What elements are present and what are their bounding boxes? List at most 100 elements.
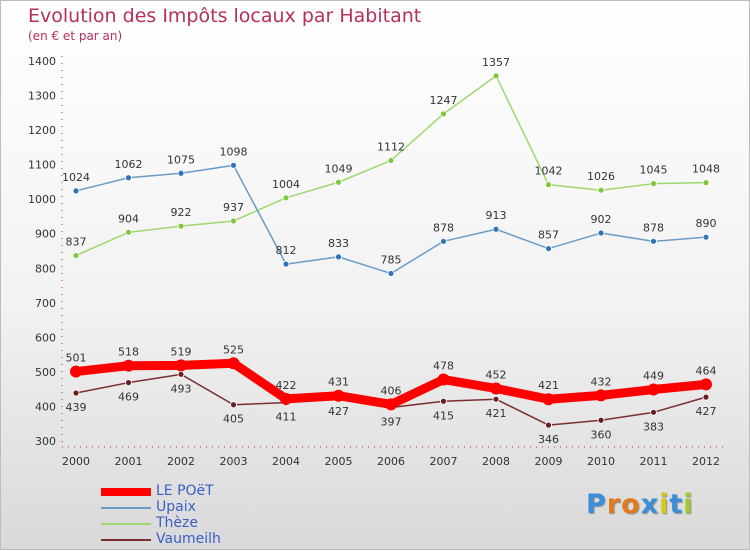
legend-swatch [101,539,151,541]
data-label: 1045 [640,164,668,177]
data-point [385,398,397,411]
x-tick-label: 2012 [692,455,720,468]
data-label: 1098 [220,145,248,158]
legend-swatch [101,523,151,525]
data-label: 422 [276,379,297,392]
y-tick-label: 1000 [28,193,56,206]
data-label: 922 [171,206,192,219]
data-label: 415 [433,409,454,422]
data-label: 383 [643,420,664,433]
y-tick-label: 300 [35,435,56,448]
x-tick-label: 2008 [482,455,510,468]
data-label: 360 [591,428,612,441]
axes: 300 400 500 600 700 800 900 1000 1100 1200 1300 140… [28,55,723,468]
data-point [492,225,500,233]
data-label: 427 [328,405,349,418]
logo-letter: i [683,489,694,520]
data-point [230,217,237,225]
data-label: 937 [223,201,244,214]
data-point [177,222,185,230]
data-label: 449 [643,370,664,383]
data-point [122,359,135,372]
x-tick-label: 2000 [62,455,90,468]
data-point [335,178,342,186]
data-label: 890 [696,217,717,230]
data-point [335,253,342,261]
y-tick-label: 800 [35,262,56,275]
data-point [440,237,447,245]
data-label: 833 [328,237,349,250]
legend-item-vaumeilh: Vaumeilh [101,531,301,548]
data-label: 405 [223,413,244,426]
data-point [72,252,80,259]
data-point [175,359,187,372]
logo-letter: o [621,489,641,520]
data-point [437,373,450,386]
legend-label: Upaix [156,499,196,515]
data-label: 469 [118,391,139,404]
y-tick-label: 600 [35,331,56,344]
data-point [387,270,395,277]
data-label: 878 [643,221,664,234]
data-point [702,233,710,241]
data-point [125,174,132,182]
x-tick-label: 2006 [377,455,405,468]
data-point [282,260,290,268]
data-point [440,397,447,405]
data-point [492,395,500,403]
y-tick-label: 1300 [28,90,56,103]
data-labels: 501 518 519 525 422 431 406 478 452 421 432 449 464 1… [62,56,720,446]
data-label: 519 [171,345,192,358]
data-label: 812 [276,244,297,257]
data-label: 421 [486,407,507,420]
data-label: 857 [538,229,559,242]
data-label: 1112 [377,140,405,153]
legend-label: LE POëT [156,483,214,499]
data-point [650,237,657,245]
data-label: 478 [433,360,454,373]
data-label: 1048 [692,163,720,176]
logo-letter: P [586,489,607,520]
data-point [282,194,290,202]
data-label: 397 [381,415,402,428]
data-point [125,379,132,387]
logo-letter: x [640,489,660,520]
data-label: 1247 [430,94,458,107]
proxiti-logo: Proxiti [586,489,694,520]
data-point [702,393,710,401]
data-label: 439 [66,401,87,414]
y-tick-label: 700 [35,297,56,310]
data-point [545,245,552,252]
logo-letter: t [669,489,684,520]
data-label: 406 [381,384,402,397]
data-point [177,169,185,177]
data-point [647,383,660,396]
data-point [227,357,240,370]
data-point [280,392,292,405]
x-tick-label: 2007 [430,455,458,468]
data-point [650,408,657,416]
chart-subtitle: (en € et par an) [28,29,123,43]
data-point [597,186,605,194]
x-tick-label: 2001 [115,455,143,468]
y-tick-label: 500 [35,366,56,379]
data-label: 837 [66,235,87,248]
series-markers [70,72,712,429]
data-label: 421 [538,379,559,392]
data-point [650,180,657,188]
data-label: 431 [328,376,349,389]
y-tick-label: 400 [35,400,56,413]
data-label: 1004 [272,178,300,191]
data-label: 1042 [535,165,563,178]
data-point [702,179,710,187]
data-label: 1049 [325,162,353,175]
legend-label: Thèze [156,515,198,531]
legend-swatch [101,488,151,496]
data-point [387,157,395,164]
data-label: 452 [486,368,507,381]
logo-letter: i [659,489,670,520]
data-label: 1062 [115,158,143,171]
legend-item-le-poet: LE POëT [101,483,301,500]
